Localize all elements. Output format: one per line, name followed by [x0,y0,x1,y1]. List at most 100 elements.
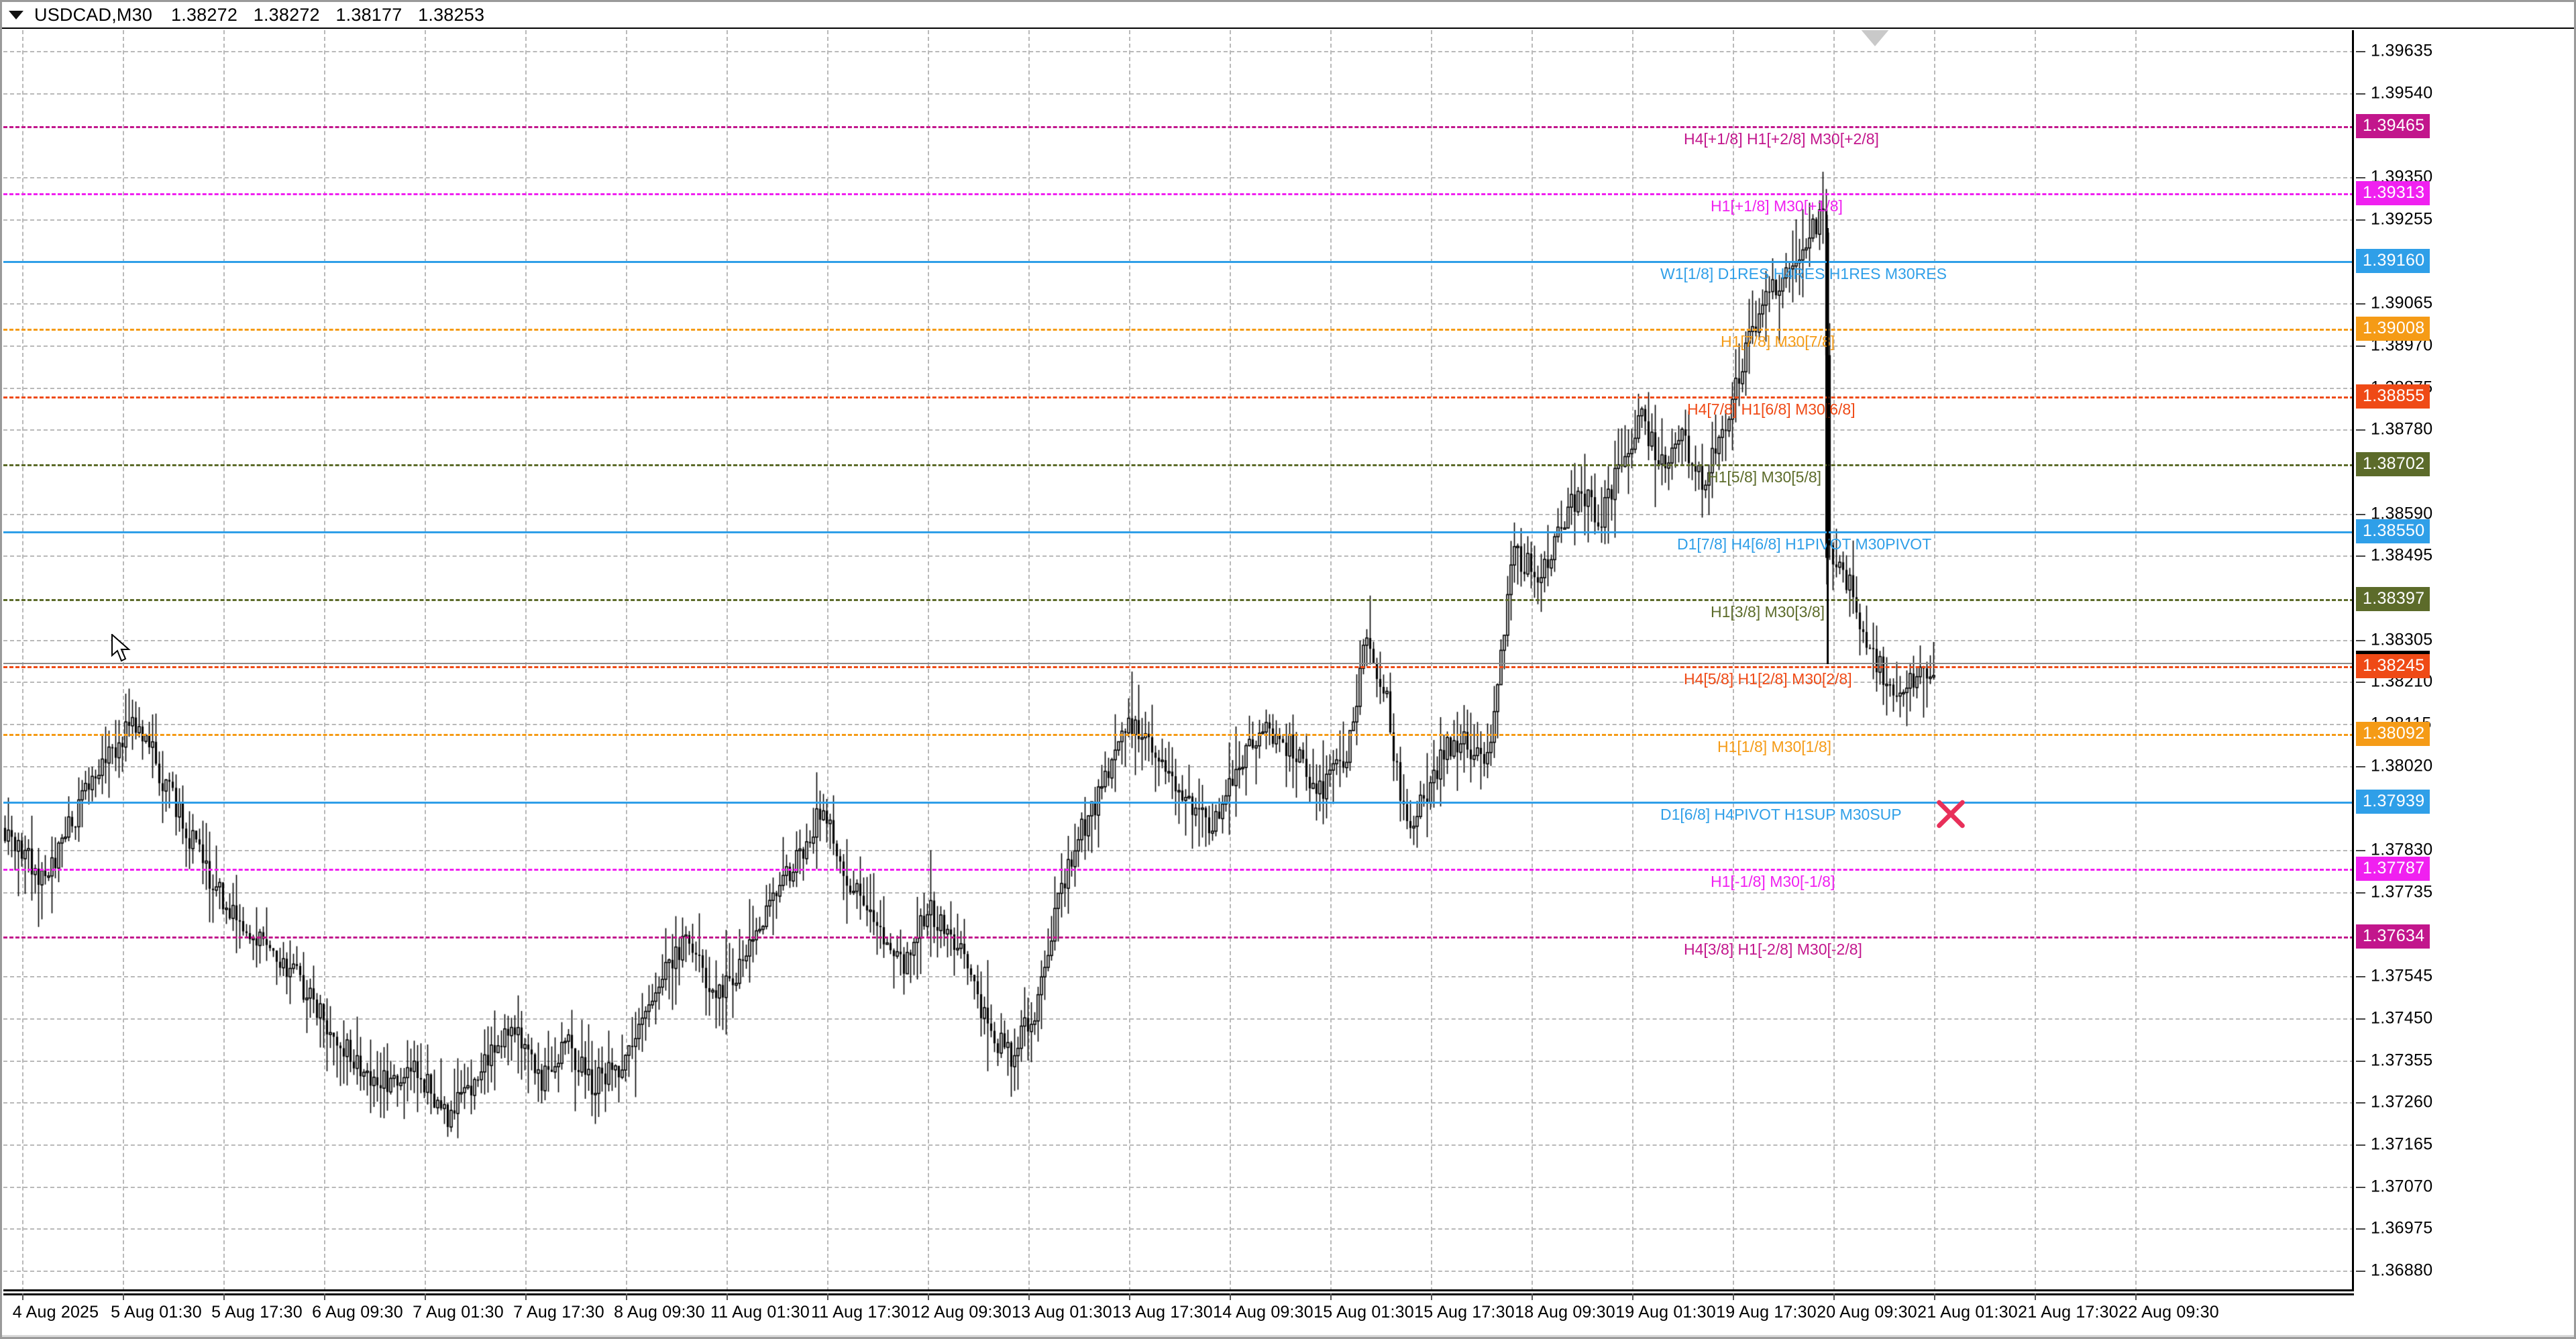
price-level-badge: 1.37634 [2356,924,2430,949]
time-tick [1632,1293,1633,1300]
time-tick-label: 21 Aug 01:30 [1917,1303,2018,1322]
price-level-label: H1[-1/8] M30[-1/8] [1711,873,1835,891]
bid-price-line [3,662,2352,664]
time-axis-line [3,1293,2354,1295]
time-tick [1733,1293,1734,1300]
price-tick [2356,429,2365,431]
price-level-badge: 1.38397 [2356,586,2430,611]
price-tick-label: 1.37735 [2371,882,2433,902]
price-tick [2356,765,2365,767]
time-tick-label: 8 Aug 09:30 [614,1303,705,1322]
price-level-label: W1[1/8] D1RES H4RES H1RES M30RES [1660,265,1947,283]
price-level-label: H1[+1/8] M30[+1/8] [1711,197,1843,215]
price-tick [2356,1144,2365,1146]
price-tick [2356,892,2365,894]
price-level-line[interactable] [3,464,2352,466]
price-level-badge: 1.38855 [2356,384,2430,409]
price-level-line[interactable] [3,802,2352,804]
price-level-line[interactable] [3,666,2352,669]
price-level-label: H1[1/8] M30[1/8] [1717,738,1832,756]
price-level-line[interactable] [3,936,2352,939]
price-level-label: H1[5/8] M30[5/8] [1707,468,1822,486]
price-level-line[interactable] [3,734,2352,737]
price-level-label: H4[+1/8] H1[+2/8] M30[+2/8] [1684,130,1879,148]
price-tick [2356,93,2365,95]
time-tick-label: 7 Aug 17:30 [513,1303,604,1322]
time-tick-label: 20 Aug 09:30 [1817,1303,1917,1322]
price-tick-label: 1.36975 [2371,1218,2433,1238]
chevron-down-icon[interactable] [9,10,23,19]
price-tick-label: 1.37355 [2371,1051,2433,1070]
time-tick-label: 5 Aug 17:30 [211,1303,303,1322]
price-tick [2356,1060,2365,1062]
price-level-line[interactable] [3,126,2352,129]
price-level-label: H4[7/8] H1[6/8] M30[6/8] [1687,400,1856,418]
price-level-badge: 1.38550 [2356,519,2430,543]
price-tick [2356,976,2365,978]
time-tick-label: 15 Aug 17:30 [1414,1303,1515,1322]
price-level-line[interactable] [3,261,2352,264]
vertical-separator-line [1827,228,1829,664]
price-tick [2356,513,2365,515]
price-level-badge: 1.39313 [2356,181,2430,206]
price-tick [2356,682,2365,684]
price-level-line[interactable] [3,328,2352,331]
status-strip [2,1335,2574,1337]
price-level-badge: 1.39008 [2356,316,2430,341]
price-tick-label: 1.38780 [2371,419,2433,439]
price-tick-label: 1.39255 [2371,209,2433,229]
price-tick-label: 1.38020 [2371,756,2433,775]
price-level-line[interactable] [3,396,2352,398]
time-axis[interactable]: 4 Aug 2025 5 Aug 01:30 5 Aug 17:30 6 Aug 09… [3,1293,2354,1335]
price-axis[interactable]: 1.39635 1.39540 1.39350 1.39255 1.39065 1.389… [2356,30,2574,1291]
time-tick-label: 22 Aug 09:30 [2118,1303,2219,1322]
price-tick-label: 1.37260 [2371,1092,2433,1112]
x-object-marker[interactable] [1932,795,1970,833]
price-tick [2356,345,2365,347]
candlestick-series [3,30,2352,1289]
mouse-cursor-arrow [111,633,133,663]
time-tick-label: 5 Aug 01:30 [111,1303,202,1322]
chart-symbol-label: USDCAD,M30 [34,4,153,25]
price-level-label: H1[7/8] M30[7/8] [1721,332,1835,350]
time-tick [525,1293,527,1300]
time-tick-label: 11 Aug 01:30 [710,1303,810,1322]
time-tick-label: 19 Aug 01:30 [1615,1303,1716,1322]
price-level-line[interactable] [3,598,2352,601]
price-tick-label: 1.39540 [2371,83,2433,103]
price-level-line[interactable] [3,869,2352,871]
time-tick [928,1293,929,1300]
price-level-badge: 1.38092 [2356,722,2430,747]
time-tick-label: 12 Aug 09:30 [911,1303,1012,1322]
price-tick-label: 1.37545 [2371,966,2433,985]
price-tick [2356,555,2365,557]
price-tick-label: 1.37830 [2371,840,2433,859]
quote-bar: USDCAD,M30 1.38272 1.38272 1.38177 1.382… [2,2,2574,29]
price-tick-label: 1.36880 [2371,1261,2433,1280]
ohlc-quote-values: 1.38272 1.38272 1.38177 1.38253 [171,5,495,25]
price-tick-label: 1.39065 [2371,293,2433,313]
price-tick [2356,1102,2365,1104]
price-level-line[interactable] [3,531,2352,533]
quote-close: 1.38253 [418,4,485,25]
price-level-line[interactable] [3,193,2352,196]
time-tick [1532,1293,1533,1300]
price-level-badge: 1.38245 [2356,654,2430,679]
time-tick [123,1293,124,1300]
price-level-label: H4[3/8] H1[-2/8] M30[-2/8] [1684,941,1862,959]
chart-plot-area[interactable]: H4[+1/8] H1[+2/8] M30[+2/8] H1[+1/8] M30[… [3,30,2354,1291]
time-tick-label: 13 Aug 17:30 [1112,1303,1213,1322]
price-level-label: H1[3/8] M30[3/8] [1711,602,1825,621]
time-tick-label: 7 Aug 01:30 [413,1303,504,1322]
top-triangle-marker[interactable] [1860,30,1890,46]
price-tick-label: 1.38495 [2371,545,2433,565]
price-tick-label: 1.39635 [2371,41,2433,60]
price-tick-label: 1.37070 [2371,1177,2433,1196]
time-tick-label: 18 Aug 09:30 [1515,1303,1615,1322]
price-tick-label: 1.37165 [2371,1134,2433,1154]
price-level-label: H4[5/8] H1[2/8] M30[2/8] [1684,670,1852,688]
time-tick [1028,1293,1030,1300]
price-tick [2356,177,2365,179]
price-tick [2356,1186,2365,1188]
